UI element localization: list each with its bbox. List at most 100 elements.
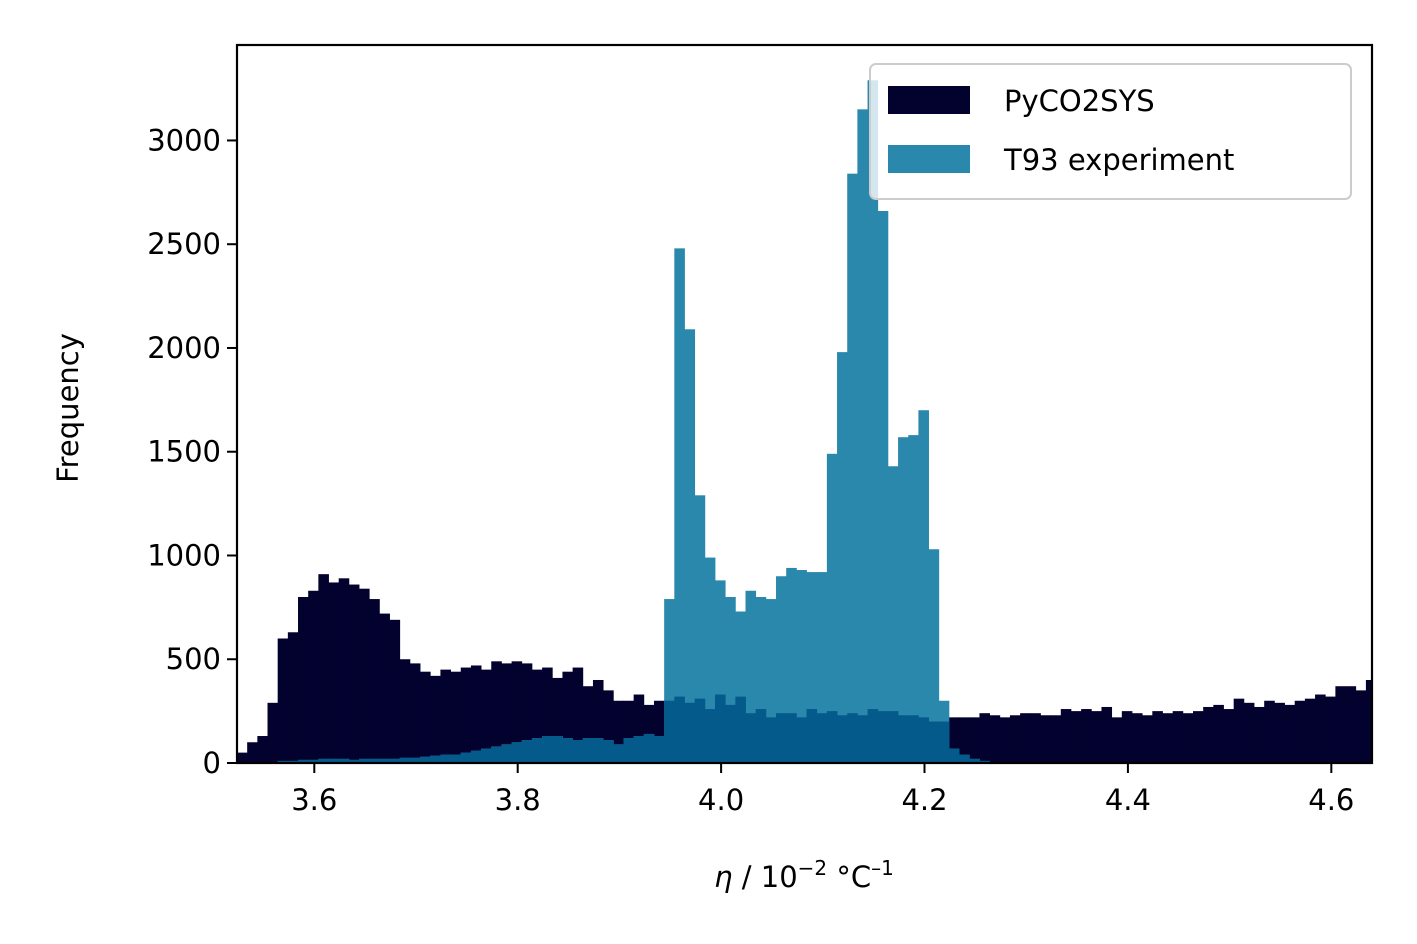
overlap-bar xyxy=(959,754,970,763)
pyco2sys-bar xyxy=(501,663,512,763)
bars-layer xyxy=(237,80,1372,763)
overlap-bar xyxy=(847,713,858,763)
x-axis-label: η / 10−2 °C–1 xyxy=(714,856,894,894)
pyco2sys-bar xyxy=(460,667,472,763)
t93-bar xyxy=(898,437,909,763)
t93-bar xyxy=(684,329,696,763)
pyco2sys-bar xyxy=(1081,709,1092,763)
pyco2sys-bar xyxy=(1030,713,1041,763)
pyco2sys-bar xyxy=(409,663,421,763)
legend-swatch-pyco2sys xyxy=(888,86,970,114)
overlap-bar xyxy=(308,759,319,763)
overlap-bar xyxy=(725,704,736,763)
pyco2sys-bar xyxy=(1009,715,1021,763)
t93-bar xyxy=(877,211,889,763)
t93-bar xyxy=(847,173,858,763)
overlap-bar xyxy=(603,740,614,763)
pyco2sys-bar xyxy=(969,717,980,763)
pyco2sys-bar xyxy=(338,578,350,763)
overlap-bar xyxy=(328,758,340,763)
overlap-bar xyxy=(531,738,543,763)
pyco2sys-bar xyxy=(1142,715,1153,763)
overlap-bar xyxy=(877,711,889,763)
pyco2sys-bar xyxy=(1213,704,1224,763)
overlap-bar xyxy=(735,696,746,763)
overlap-bar xyxy=(786,713,797,763)
x-tick-label: 3.6 xyxy=(291,783,337,817)
pyco2sys-bar xyxy=(1131,713,1143,763)
pyco2sys-bar xyxy=(247,742,258,763)
pyco2sys-bar xyxy=(1254,706,1265,763)
overlap-bar xyxy=(857,715,868,763)
t93-bar xyxy=(837,352,848,763)
overlap-bar xyxy=(796,717,807,763)
pyco2sys-bar xyxy=(1050,715,1062,763)
pyco2sys-bar xyxy=(1091,711,1102,763)
y-tick-label: 500 xyxy=(166,642,221,676)
pyco2sys-bar xyxy=(257,736,268,763)
pyco2sys-bar xyxy=(572,667,584,763)
overlap-bar xyxy=(399,757,411,763)
pyco2sys-bar xyxy=(359,588,370,763)
pyco2sys-bar xyxy=(1121,711,1133,763)
pyco2sys-bar xyxy=(542,667,553,763)
pyco2sys-bar xyxy=(989,715,1001,763)
overlap-bar xyxy=(928,721,940,763)
overlap-bar xyxy=(359,758,370,763)
overlap-bar xyxy=(816,713,828,763)
pyco2sys-bar xyxy=(328,582,340,763)
overlap-bar xyxy=(450,754,462,763)
y-tick-label: 2500 xyxy=(147,227,221,261)
pyco2sys-bar xyxy=(287,632,299,763)
overlap-bar xyxy=(460,752,472,763)
pyco2sys-bar xyxy=(481,669,492,763)
pyco2sys-bar xyxy=(1294,700,1306,763)
pyco2sys-bar xyxy=(277,638,289,763)
pyco2sys-bar xyxy=(1162,713,1174,763)
overlap-bar xyxy=(501,744,512,763)
pyco2sys-bar xyxy=(1070,711,1082,763)
x-tick-label: 4.4 xyxy=(1105,783,1151,817)
overlap-bar xyxy=(938,721,950,763)
pyco2sys-bar xyxy=(959,717,970,763)
t93-bar xyxy=(806,572,818,763)
overlap-bar xyxy=(613,744,624,763)
overlap-bar xyxy=(704,709,716,763)
t93-bar xyxy=(928,549,940,763)
legend-label-pyco2sys: PyCO2SYS xyxy=(1004,84,1155,118)
pyco2sys-bar xyxy=(1203,706,1214,763)
t93-bar xyxy=(674,248,685,763)
pyco2sys-bar xyxy=(1060,709,1072,763)
pyco2sys-bar xyxy=(1274,702,1285,763)
legend-box xyxy=(869,63,1352,200)
pyco2sys-bar xyxy=(1193,711,1204,763)
overlap-bar xyxy=(582,738,594,763)
t93-bar xyxy=(786,567,797,763)
t93-bar xyxy=(918,410,929,763)
pyco2sys-bar xyxy=(348,584,360,763)
overlap-bar xyxy=(948,748,960,763)
pyco2sys-bar xyxy=(491,661,502,763)
overlap-bar xyxy=(826,711,838,763)
pyco2sys-bar xyxy=(1264,700,1275,763)
overlap-bar xyxy=(511,742,523,763)
overlap-bar xyxy=(338,758,350,763)
pyco2sys-bar xyxy=(379,613,390,763)
overlap-bar xyxy=(389,758,401,763)
pyco2sys-bar xyxy=(552,677,563,763)
overlap-bar xyxy=(908,715,919,763)
pyco2sys-bar xyxy=(389,619,401,763)
pyco2sys-bar xyxy=(470,665,482,763)
pyco2sys-bar xyxy=(440,669,451,763)
pyco2sys-bar xyxy=(979,713,990,763)
overlap-bar xyxy=(542,736,553,763)
pyco2sys-bar xyxy=(521,663,533,763)
t93-bar xyxy=(765,599,777,763)
pyco2sys-bar xyxy=(1335,686,1346,763)
pyco2sys-bar xyxy=(582,686,594,763)
t93-bar xyxy=(826,453,838,763)
overlap-bar xyxy=(694,698,706,763)
overlap-bar xyxy=(898,715,909,763)
pyco2sys-bar xyxy=(420,671,431,763)
pyco2sys-bar xyxy=(1365,679,1372,763)
